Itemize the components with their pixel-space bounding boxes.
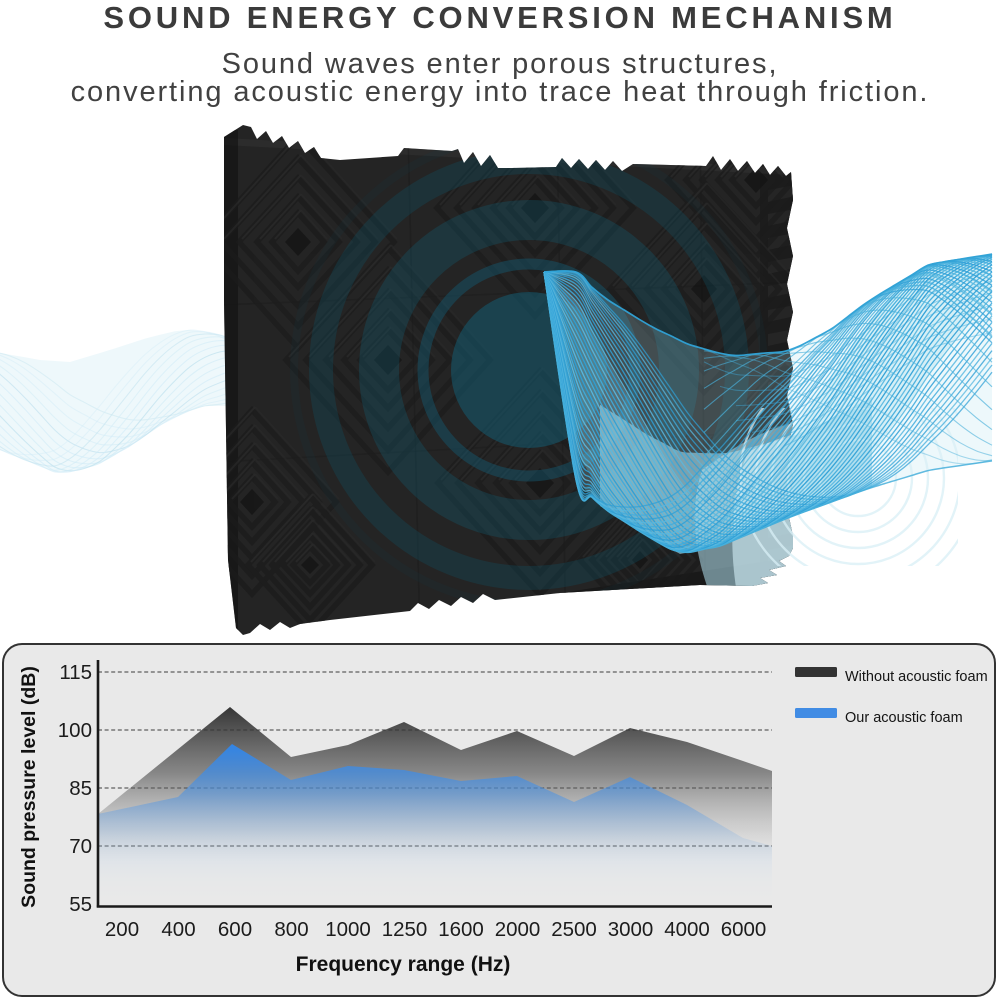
svg-text:1250: 1250 [382,918,428,941]
svg-text:Our acoustic foam: Our acoustic foam [845,710,963,726]
svg-text:400: 400 [161,918,195,941]
svg-text:4000: 4000 [664,918,710,941]
svg-text:Without acoustic foam: Without acoustic foam [845,669,988,685]
svg-text:6000: 6000 [721,918,767,941]
svg-text:600: 600 [218,918,252,941]
svg-text:1600: 1600 [438,918,484,941]
svg-text:Sound pressure level (dB): Sound pressure level (dB) [18,666,40,908]
svg-text:2500: 2500 [551,918,597,941]
svg-text:115: 115 [59,661,92,684]
svg-text:Frequency range (Hz): Frequency range (Hz) [296,953,511,976]
svg-text:200: 200 [105,918,139,941]
svg-text:85: 85 [69,777,92,800]
svg-text:1000: 1000 [325,918,371,941]
svg-text:2000: 2000 [495,918,541,941]
svg-text:70: 70 [69,835,92,858]
svg-text:100: 100 [58,719,92,742]
svg-text:800: 800 [274,918,308,941]
svg-text:55: 55 [69,893,92,916]
svg-text:3000: 3000 [608,918,654,941]
